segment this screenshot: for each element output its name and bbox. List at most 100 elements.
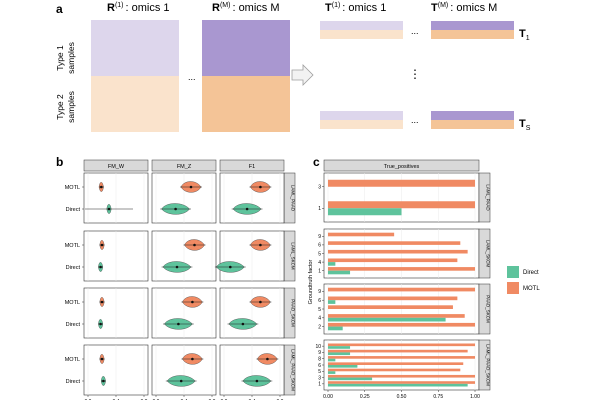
panel-c-label: c [313,155,320,169]
bar-direct [328,300,336,304]
x-tick-label: 0.75 [433,394,443,400]
ts-dots: ... [411,115,419,125]
factor-label: 5 [318,307,321,313]
dataset-strip-label: LAML_PAAD [291,185,296,212]
dataset-strip-label: PAAD_SKCM [291,299,296,327]
legend-label-motl: MOTL [523,286,540,292]
metric-strip-label: FM_Z [177,164,192,170]
factor-label: 6 [318,363,321,369]
method-label-direct: Direct [66,379,81,385]
type2-label: Type 2samples [55,91,76,123]
factor-label: 1 [318,269,321,275]
bar-direct [328,383,468,387]
median-point [189,185,193,189]
x-tick-label: 1.00 [470,394,480,400]
ts-omics1-type2 [320,120,403,129]
factor-label: 2 [318,324,321,330]
bar-direct [328,358,336,362]
x-tick-label: 0.25 [360,394,370,400]
factor-label: 5 [318,369,321,375]
x-tick-label: 0.00 [323,394,333,400]
factor-label: 3 [318,375,321,381]
panel-b: b FM_W FM_Z F1 LAML_PAAD MOTL Direct LAML_SKCM… [56,155,296,400]
t1-omicsm-type2 [431,30,514,39]
median-point [177,322,180,326]
median-point [100,185,103,189]
factor-label: 9 [318,234,321,240]
r1-type2-block [91,76,179,132]
median-point [241,322,245,326]
method-label-motl: MOTL [65,185,80,191]
panel-b-label: b [56,155,63,169]
dataset-strip-label: LAML_SKCM [291,242,296,270]
bar-direct [328,371,336,374]
panel-c: c True_positivesLAML_PAAD31LAML_SKCM9654… [308,155,540,400]
factor-label: 1 [318,382,321,388]
median-point [193,243,196,247]
method-label-motl: MOTL [65,357,80,363]
factor-label: 4 [318,260,321,266]
legend-swatch-motl [507,282,519,294]
factor-label: 8 [318,357,321,363]
method-label-direct: Direct [66,207,81,213]
bar-motl [328,232,395,237]
metric-strip-label: F1 [249,164,255,170]
median-point [179,379,183,383]
bar-motl [328,368,461,372]
ts-omicsm-type2 [431,120,514,129]
panel-a-label: a [56,2,63,16]
rm-title: R(M): omics M [212,2,280,14]
bar-motl [328,305,453,309]
bar-motl [328,314,465,318]
bar-direct [328,326,343,331]
bar-direct [328,317,446,322]
bar-motl [328,349,468,353]
dataset-strip-label: LAML_PAAD_SKCM [291,349,296,391]
bar-motl [328,249,468,254]
bar-direct [328,346,351,349]
factor-label: 9 [318,350,321,356]
t-last-label: TS [519,118,531,132]
ts-omics1-type1 [320,111,403,120]
bar-motl [328,201,475,209]
t1-omics1-type1 [320,21,403,30]
r1-title: R(1): omics 1 [107,2,170,14]
median-point [245,207,249,211]
metric-strip [83,159,149,172]
facet-strip-label: LAML_PAAD [486,184,491,211]
method-label-direct: Direct [66,265,81,271]
bar-motl [328,241,461,245]
factor-label: 9 [318,289,321,295]
transfer-arrow-icon [291,64,314,86]
bar-direct [328,352,351,356]
bar-direct [328,377,373,381]
facet-strip-label: LAML_SKCM [486,240,491,268]
t-vdots: ⋮ [409,67,421,81]
median-point [100,300,104,304]
facet-strip [478,172,491,223]
t-first-label: T1 [519,28,530,42]
facet-strip [478,283,491,335]
median-point [102,379,105,383]
type1-label: Type 1samples [55,42,76,74]
bar-direct [328,262,336,266]
median-point [259,300,262,304]
bar-motl [328,258,458,263]
median-point [191,357,194,361]
method-label-motl: MOTL [65,300,80,306]
factor-label: 3 [318,185,321,191]
metric-strip [219,159,285,172]
bar-motl [328,179,475,187]
chart-title-strip [323,159,480,172]
bar-direct [328,208,402,216]
bar-motl [328,322,475,327]
method-label-motl: MOTL [65,243,80,249]
median-point [266,357,269,361]
t1-omicsm-type1 [431,21,514,30]
facet-strip [478,228,491,279]
median-point [100,243,104,247]
factor-label: 4 [318,316,321,322]
factor-label: 6 [318,243,321,249]
factor-label: 1 [318,206,321,212]
bar-motl [328,362,464,365]
